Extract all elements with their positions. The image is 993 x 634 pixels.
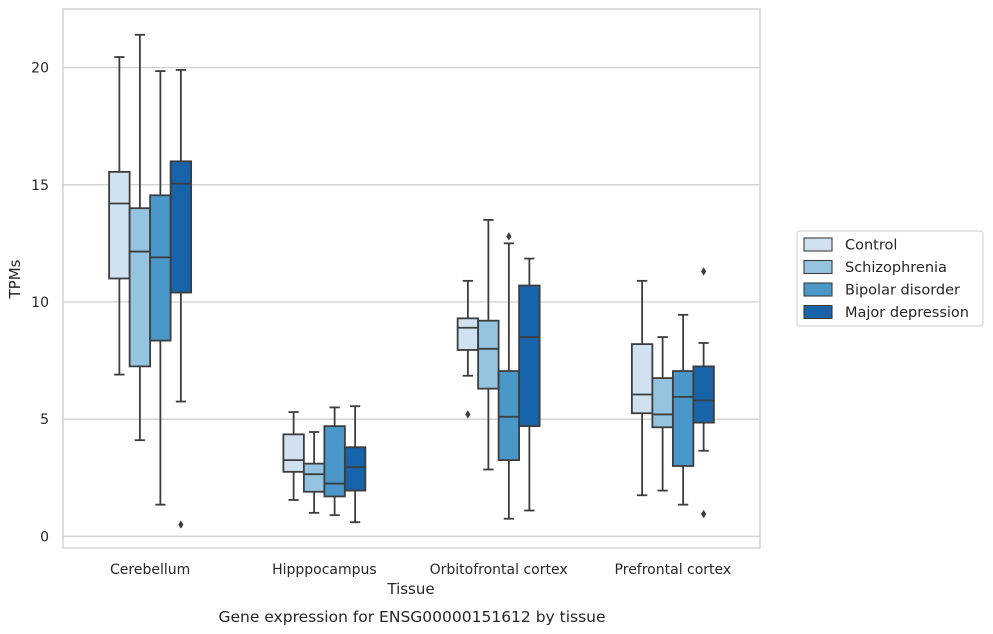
legend-swatch [803,282,833,297]
legend-swatch [803,237,833,252]
box-body [518,284,541,428]
box-body [108,170,131,280]
legend-label: Bipolar disorder [845,283,960,299]
box [343,405,367,524]
box [323,406,346,517]
box [169,69,193,529]
box [497,232,521,520]
x-tick-labels: Cerebellum Hipppocampus Orbitofrontal cort… [110,562,731,578]
y-axis-label: TPMs [6,259,24,299]
box [456,279,480,419]
outlier-point [178,520,184,529]
y-tick-labels: 0 5 10 15 20 [31,61,49,546]
box-body [497,370,521,462]
x-axis-label: Tissue [386,580,434,598]
y-tick-label: 5 [40,412,49,428]
boxes [108,33,715,529]
legend-label: Major depression [845,305,969,321]
x-tick-label: Cerebellum [110,562,190,578]
box [630,279,654,497]
outlier-point [506,232,512,241]
outlier-point [701,267,707,276]
x-tick-label: Orbitofrontal cortex [430,562,568,578]
box-body [282,433,305,473]
x-tick-label: Hipppocampus [272,562,377,578]
box-body [456,317,480,351]
box [671,313,695,506]
box [149,70,172,506]
box-body [343,446,367,492]
box-body [671,370,695,467]
box [692,267,715,519]
box-body [323,425,346,498]
box [282,411,305,501]
box [651,336,674,492]
y-tick-label: 20 [31,61,49,77]
box [128,33,152,442]
legend-frame [796,230,984,327]
box-body [477,319,500,390]
box-body [692,365,715,424]
y-tick-label: 10 [31,295,49,311]
legend-swatch [803,259,833,275]
legend-label: Control [845,238,897,254]
outlier-point [465,410,471,419]
box-body [302,462,326,493]
y-tick-label: 15 [31,178,49,194]
box-body [149,194,172,342]
legend-swatch [803,304,833,320]
box-body [128,207,152,368]
x-tick-label: Prefrontal cortex [615,562,732,578]
plot-frame [62,8,761,549]
legend-label: Schizophrenia [845,260,947,276]
box [477,219,500,471]
box [302,431,326,514]
legend: Control Schizophrenia Bipolar disorder Majo… [796,230,984,327]
box [518,257,541,512]
chart-caption: Gene expression for ENSG00000151612 by t… [218,608,605,626]
y-tick-label: 0 [40,529,49,545]
outlier-point [701,509,707,519]
box-body [169,160,193,294]
box-body [651,377,674,429]
box [108,56,131,376]
box-body [630,343,654,415]
